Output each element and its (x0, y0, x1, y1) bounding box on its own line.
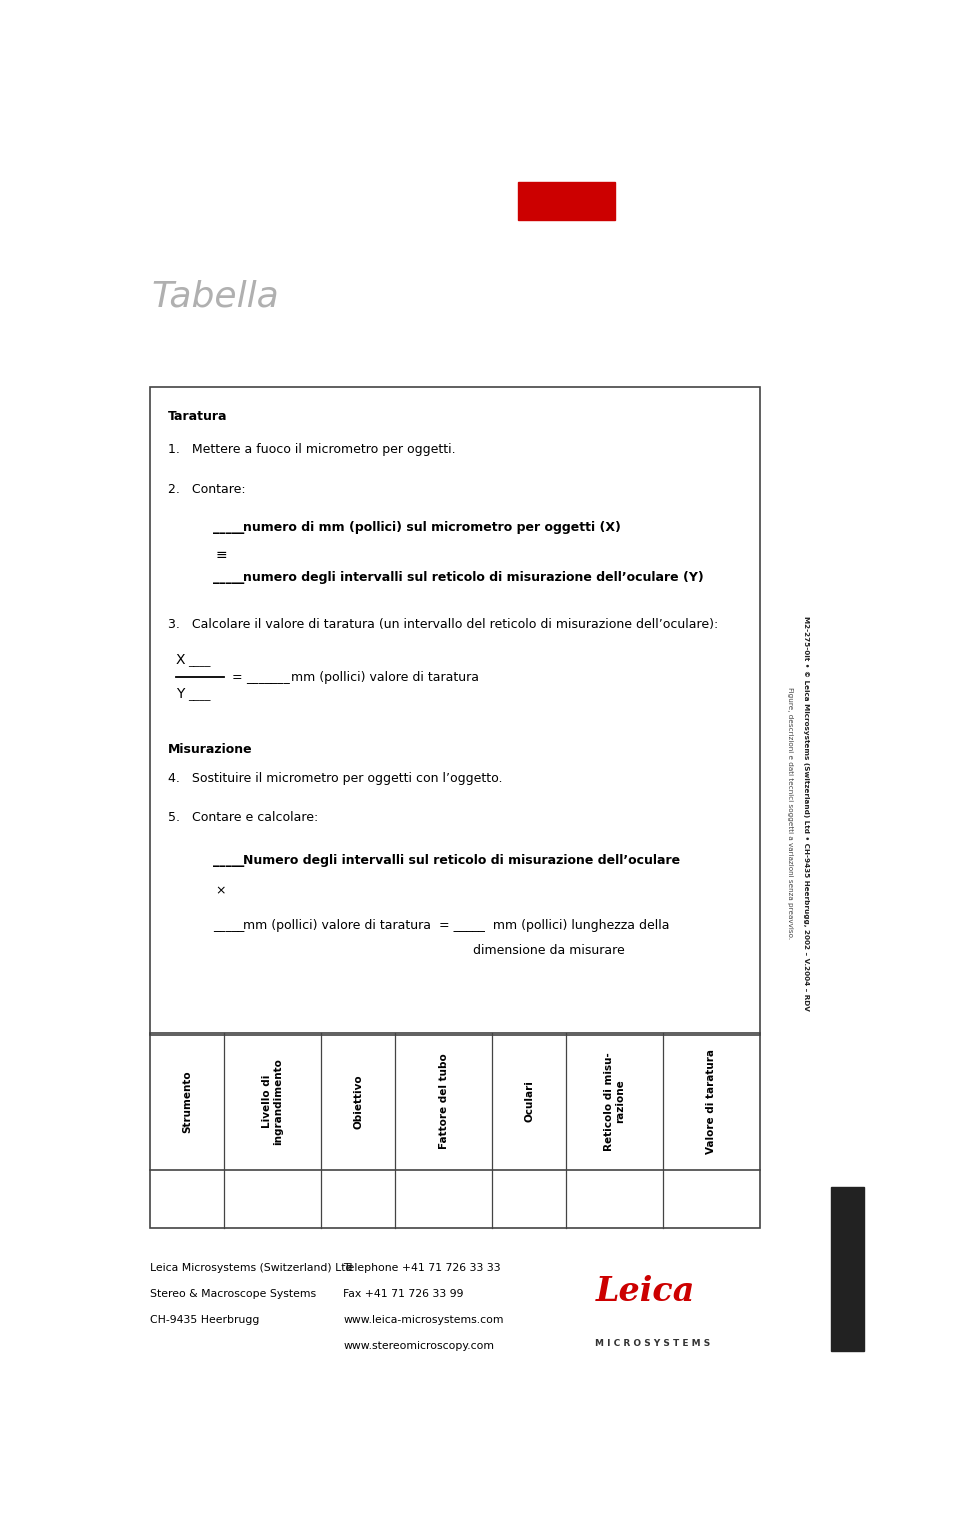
Text: 4.   Sostituire il micrometro per oggetti con l’oggetto.: 4. Sostituire il micrometro per oggetti … (168, 773, 503, 785)
Text: X: X (176, 653, 185, 668)
Text: Misurazione: Misurazione (168, 744, 253, 756)
Text: Fax +41 71 726 33 99: Fax +41 71 726 33 99 (344, 1289, 464, 1299)
Text: Y: Y (176, 688, 184, 701)
Text: ×: × (215, 885, 226, 897)
Text: www.stereomicroscopy.com: www.stereomicroscopy.com (344, 1340, 494, 1351)
Text: Valore di taratura: Valore di taratura (707, 1049, 716, 1154)
Text: 1.   Mettere a fuoco il micrometro per oggetti.: 1. Mettere a fuoco il micrometro per ogg… (168, 443, 456, 455)
Text: ≡: ≡ (215, 548, 227, 562)
Text: 2.   Contare:: 2. Contare: (168, 483, 246, 495)
Text: 3.   Calcolare il valore di taratura (un intervallo del reticolo di misurazione : 3. Calcolare il valore di taratura (un i… (168, 618, 719, 631)
Text: Oculari: Oculari (524, 1081, 534, 1122)
Text: _______: _______ (247, 671, 290, 683)
Text: M I C R O S Y S T E M S: M I C R O S Y S T E M S (594, 1339, 710, 1348)
Text: Figure, descrizioni e dati tecnici soggetti a variazioni senza preavviso.: Figure, descrizioni e dati tecnici sogge… (786, 688, 793, 940)
Text: numero degli intervalli sul reticolo di misurazione dell’oculare (Y): numero degli intervalli sul reticolo di … (243, 571, 704, 584)
Text: M2-275-0it • © Leica Microsystems (Switzerland) Ltd • CH-9435 Heerbrugg, 2002 – : M2-275-0it • © Leica Microsystems (Switz… (803, 616, 809, 1011)
Text: mm (pollici) valore di taratura  = _____  mm (pollici) lunghezza della: mm (pollici) valore di taratura = _____ … (243, 918, 669, 932)
Bar (518, 182, 614, 220)
Text: Numero degli intervalli sul reticolo di misurazione dell’oculare: Numero degli intervalli sul reticolo di … (243, 855, 680, 867)
Text: Leica: Leica (596, 1275, 696, 1309)
Text: numero di mm (pollici) sul micrometro per oggetti (X): numero di mm (pollici) sul micrometro pe… (243, 521, 620, 534)
Text: =: = (231, 671, 242, 683)
Text: Livello di
ingrandimento: Livello di ingrandimento (262, 1058, 283, 1145)
Text: Strumento: Strumento (182, 1070, 192, 1132)
Text: _____: _____ (213, 521, 244, 534)
Text: www.leica-microsystems.com: www.leica-microsystems.com (344, 1315, 504, 1325)
Text: ____: ____ (188, 691, 210, 701)
Text: Leica Microsystems (Switzerland) Ltd: Leica Microsystems (Switzerland) Ltd (150, 1263, 352, 1274)
Text: Fattore del tubo: Fattore del tubo (439, 1053, 448, 1149)
Bar (150, 1034, 759, 1228)
Text: _____: _____ (213, 918, 244, 932)
Text: Reticolo di misu-
razione: Reticolo di misu- razione (604, 1052, 626, 1151)
Text: Tabella: Tabella (152, 279, 279, 313)
Text: dimensione da misurare: dimensione da misurare (473, 944, 625, 958)
Text: ____: ____ (188, 657, 210, 666)
Text: Telephone +41 71 726 33 33: Telephone +41 71 726 33 33 (344, 1263, 501, 1274)
Bar (830, 1187, 864, 1351)
Text: _____: _____ (213, 855, 244, 867)
Text: Obiettivo: Obiettivo (353, 1075, 363, 1129)
Text: CH-9435 Heerbrugg: CH-9435 Heerbrugg (150, 1315, 259, 1325)
Text: _____: _____ (213, 571, 244, 584)
Bar (150, 387, 759, 1035)
Text: Stereo & Macroscope Systems: Stereo & Macroscope Systems (150, 1289, 316, 1299)
Text: mm (pollici) valore di taratura: mm (pollici) valore di taratura (291, 671, 479, 683)
Text: 5.   Contare e calcolare:: 5. Contare e calcolare: (168, 811, 319, 824)
Text: Taratura: Taratura (168, 410, 228, 424)
